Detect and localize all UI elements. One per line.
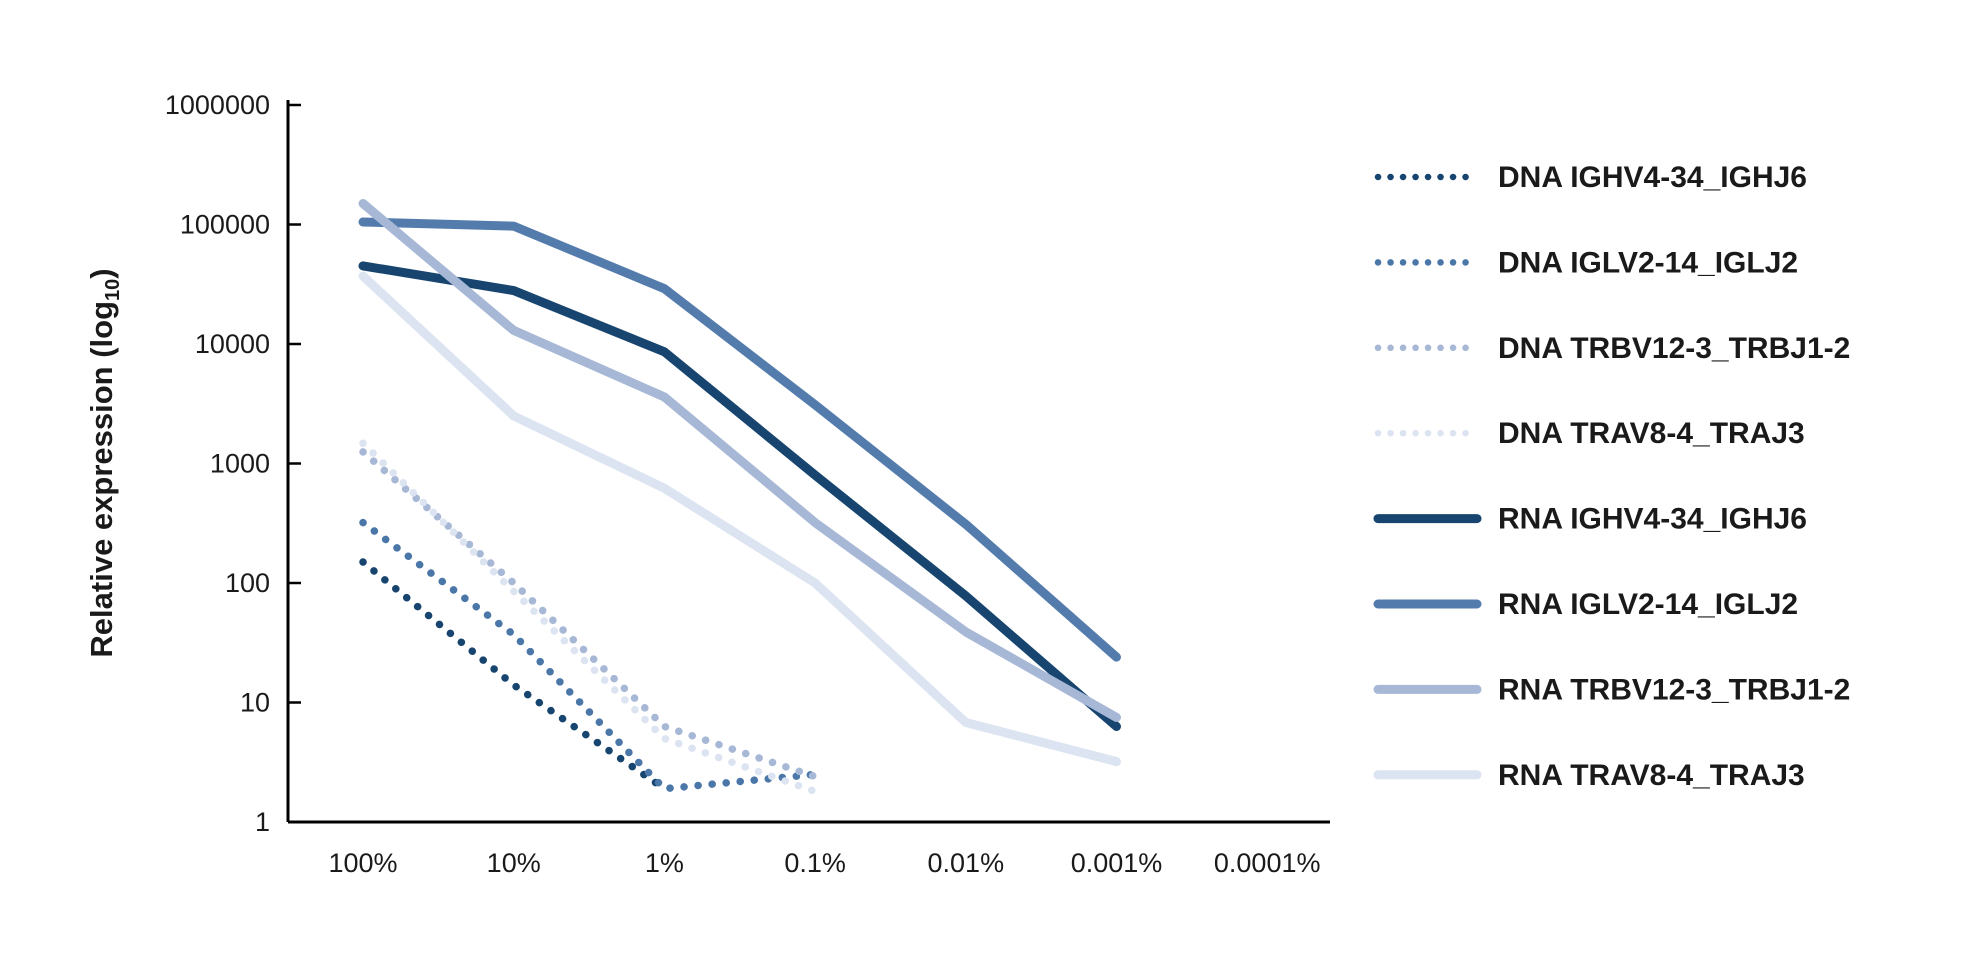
legend-label: DNA TRBV12-3_TRBJ1-2	[1498, 332, 1850, 365]
legend-label: RNA IGHV4-34_IGHJ6	[1498, 503, 1807, 536]
y-axis-title: Relative expression (log10)	[84, 268, 124, 657]
series-line-dna-ighv4-34-ighj6	[359, 558, 669, 793]
axes	[286, 100, 1330, 824]
y-tick-label: 10000	[195, 329, 270, 359]
series-line-dna-iglv2-14-iglj2	[359, 518, 819, 793]
series-line-rna-ighv4-34-ighj6	[358, 261, 1121, 731]
y-tick-label: 100	[225, 568, 270, 598]
series-line-rna-trbv12-3-trbj1-2	[358, 199, 1121, 722]
legend-item: RNA IGLV2-14_IGLJ2	[1373, 588, 1798, 621]
legend-label: RNA TRAV8-4_TRAJ3	[1498, 759, 1805, 792]
y-tick-label: 1	[255, 807, 270, 837]
plot-series	[358, 199, 1121, 796]
chart-legend: DNA IGHV4-34_IGHJ6 DNA IGLV2-14_IGLJ2 DNA …	[1373, 161, 1850, 792]
x-tick-label: 100%	[328, 848, 397, 878]
legend-label: RNA TRBV12-3_TRBJ1-2	[1498, 673, 1850, 706]
x-tick-label: 0.0001%	[1214, 848, 1321, 878]
legend-item: DNA TRAV8-4_TRAJ3	[1374, 417, 1805, 450]
x-tick-label: 10%	[487, 848, 541, 878]
x-tick-label: 0.001%	[1071, 848, 1163, 878]
y-axis-title-close: )	[84, 268, 119, 278]
x-tick-label: 0.01%	[928, 848, 1005, 878]
y-tick-label: 1000	[210, 449, 270, 479]
legend-item: RNA TRAV8-4_TRAJ3	[1373, 759, 1805, 792]
y-tick-label: 1000000	[165, 90, 270, 120]
legend-item: RNA IGHV4-34_IGHJ6	[1373, 503, 1807, 536]
x-tick-label: 1%	[645, 848, 684, 878]
y-axis-title-subscript: 10	[102, 279, 124, 301]
series-line-rna-trav8-4-traj3	[358, 271, 1121, 767]
legend-label: DNA IGHV4-34_IGHJ6	[1498, 161, 1807, 194]
legend-label: RNA IGLV2-14_IGLJ2	[1498, 588, 1798, 621]
series-line-rna-iglv2-14-iglj2	[358, 217, 1121, 662]
y-tick-label: 100000	[180, 210, 270, 240]
legend-label: DNA TRAV8-4_TRAJ3	[1498, 417, 1805, 450]
legend-label: DNA IGLV2-14_IGLJ2	[1498, 246, 1798, 279]
y-tick-label: 10	[240, 688, 270, 718]
y-axis-ticks: 1 10 100 1000 10000 100000 1000000	[165, 90, 301, 837]
legend-item: DNA IGHV4-34_IGHJ6	[1374, 161, 1807, 194]
legend-item: RNA TRBV12-3_TRBJ1-2	[1373, 673, 1850, 706]
x-axis-labels: 100% 10% 1% 0.1% 0.01% 0.001% 0.0001%	[328, 848, 1320, 878]
legend-item: DNA IGLV2-14_IGLJ2	[1374, 246, 1798, 279]
series-line-dna-trbv12-3-trbj1-2	[359, 448, 819, 781]
y-axis-title-main: Relative expression (log	[84, 301, 119, 658]
x-tick-label: 0.1%	[784, 848, 846, 878]
legend-item: DNA TRBV12-3_TRBJ1-2	[1374, 332, 1850, 365]
